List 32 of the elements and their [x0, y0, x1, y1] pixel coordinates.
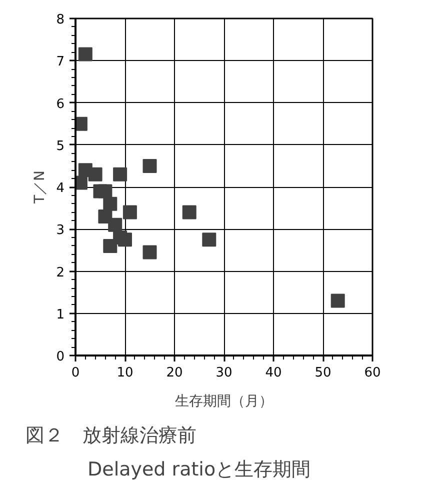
point — [88, 167, 102, 182]
point — [330, 294, 345, 308]
y-tick-label: 8 — [56, 12, 65, 28]
x-tick-label: 40 — [265, 366, 282, 380]
point — [113, 167, 128, 182]
x-tick-label: 0 — [71, 366, 80, 380]
x-tick-label: 20 — [166, 366, 183, 380]
y-tick-label: 6 — [56, 96, 65, 112]
y-tick-label: 2 — [56, 265, 65, 280]
point — [108, 218, 122, 232]
x-tick-label: 50 — [314, 366, 332, 380]
point — [142, 245, 157, 260]
y-tick-label: 7 — [56, 54, 65, 70]
point — [103, 196, 118, 211]
text: 図２ 放射線治療前 Delayed ratioと生存期間 — [26, 424, 311, 480]
x-tick-label: 60 — [364, 366, 381, 380]
y-tick-label: 3 — [56, 223, 65, 238]
y-axis-title: T／N — [32, 170, 48, 205]
x-axis-title: 生存期間（月） — [175, 394, 273, 410]
x-tick-label: 10 — [116, 366, 134, 380]
y-tick-label: 0 — [56, 350, 65, 364]
point — [98, 184, 112, 198]
point — [182, 205, 196, 220]
y-tick-label: 1 — [56, 307, 65, 322]
y-tick-label: 5 — [56, 138, 65, 154]
point — [122, 205, 137, 220]
point — [118, 232, 132, 247]
point — [142, 158, 157, 173]
y-tick-label: 4 — [56, 181, 65, 196]
point — [78, 47, 92, 62]
point — [202, 232, 216, 247]
x-tick-label: 30 — [216, 366, 232, 380]
